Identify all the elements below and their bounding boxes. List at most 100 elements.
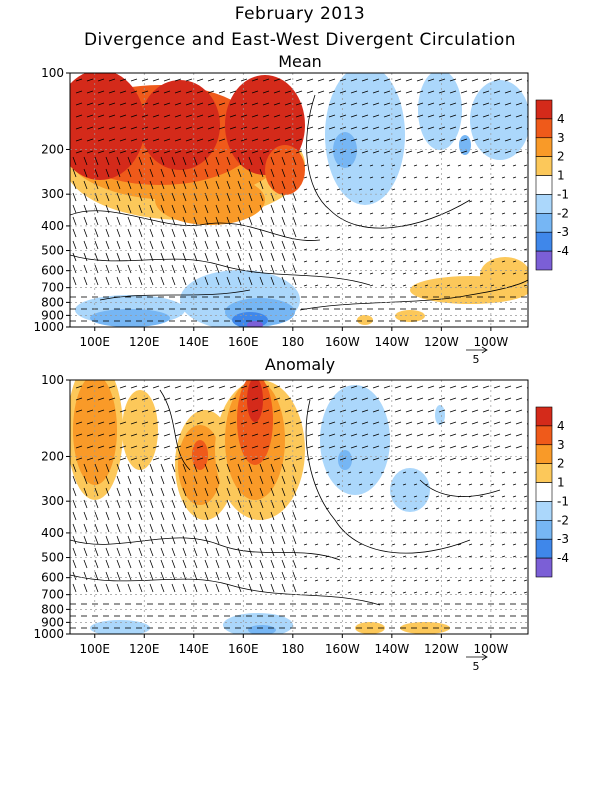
anomaly-vector-arrow bbox=[75, 433, 83, 437]
mean-vector-arrow bbox=[306, 78, 314, 82]
mean-vector-arrow bbox=[174, 114, 182, 118]
mean-vector-arrow bbox=[449, 102, 457, 106]
mean-vector-arrow bbox=[336, 224, 341, 227]
anomaly-vector-arrow bbox=[218, 385, 226, 389]
anomaly-vector-arrow bbox=[413, 531, 418, 534]
anomaly-vector-arrow bbox=[306, 385, 314, 389]
anomaly-vector-arrow bbox=[306, 421, 314, 425]
anomaly-vector-arrow bbox=[380, 555, 385, 558]
mean-vector-arrow bbox=[449, 126, 457, 130]
anomaly-vector-arrow bbox=[207, 397, 215, 401]
mean-vector-arrow bbox=[237, 228, 242, 238]
mean-vector-arrow bbox=[127, 228, 132, 238]
mean-shade-region bbox=[265, 145, 305, 195]
anomaly-vector-arrow bbox=[72, 511, 77, 521]
mean-vector-arrow bbox=[174, 150, 182, 154]
mean-vector-arrow bbox=[215, 228, 220, 238]
mean-vector-arrow bbox=[160, 204, 165, 214]
mean-vector-arrow bbox=[523, 248, 528, 251]
mean-vector-arrow bbox=[438, 138, 446, 142]
anomaly-vector-arrow bbox=[237, 571, 242, 581]
mean-vector-arrow bbox=[303, 224, 308, 227]
mean-vector-arrow bbox=[218, 150, 226, 154]
anomaly-vector-arrow bbox=[116, 571, 121, 581]
mean-vector-arrow bbox=[339, 78, 347, 82]
mean-vector-arrow bbox=[515, 114, 523, 118]
anomaly-vector-arrow bbox=[490, 471, 495, 474]
anomaly-vector-arrow bbox=[171, 571, 176, 581]
anomaly-vector-arrow bbox=[259, 487, 264, 497]
anomaly-vector-arrow bbox=[479, 471, 484, 474]
anomaly-vector-arrow bbox=[75, 385, 83, 389]
anomaly-vector-arrow bbox=[457, 495, 462, 498]
mean-vector-arrow bbox=[72, 168, 77, 178]
anomaly-colorbar-swatch bbox=[535, 520, 553, 540]
anomaly-vector-arrow bbox=[361, 457, 369, 461]
anomaly-x-tick-label: 180 bbox=[281, 642, 304, 656]
anomaly-vector-arrow bbox=[350, 457, 358, 461]
anomaly-vector-arrow bbox=[347, 567, 352, 570]
anomaly-vector-arrow bbox=[248, 547, 253, 557]
mean-vector-arrow bbox=[438, 150, 446, 154]
anomaly-vector-arrow bbox=[314, 591, 319, 594]
anomaly-vector-arrow bbox=[237, 499, 242, 509]
mean-vector-arrow bbox=[174, 90, 182, 94]
mean-vector-arrow bbox=[171, 252, 176, 262]
anomaly-vector-arrow bbox=[512, 555, 517, 558]
anomaly-vector-arrow bbox=[380, 519, 385, 522]
anomaly-vector-arrow bbox=[270, 559, 275, 569]
mean-shade-region bbox=[155, 175, 265, 225]
mean-vector-arrow bbox=[372, 78, 380, 82]
anomaly-vector-arrow bbox=[259, 511, 264, 521]
anomaly-vector-arrow bbox=[457, 591, 462, 594]
anomaly-vector-arrow bbox=[325, 519, 330, 522]
anomaly-vector-arrow bbox=[251, 433, 259, 437]
mean-vector-arrow bbox=[501, 200, 506, 203]
anomaly-vector-arrow bbox=[292, 475, 297, 485]
anomaly-vector-arrow bbox=[160, 475, 165, 485]
mean-vector-arrow bbox=[160, 180, 165, 190]
mean-vector-arrow bbox=[512, 176, 517, 179]
mean-vector-arrow bbox=[336, 272, 341, 275]
mean-vector-arrow bbox=[391, 260, 396, 263]
anomaly-colorbar-label: -1 bbox=[557, 494, 569, 508]
mean-vector-arrow bbox=[427, 138, 435, 142]
mean-vector-arrow bbox=[72, 240, 77, 250]
anomaly-vector-arrow bbox=[427, 433, 435, 437]
mean-vector-arrow bbox=[141, 138, 149, 142]
mean-vector-arrow bbox=[449, 114, 457, 118]
anomaly-vector-arrow bbox=[149, 535, 154, 545]
anomaly-vector-arrow bbox=[270, 571, 275, 581]
mean-vector-arrow bbox=[383, 114, 391, 118]
mean-vector-arrow bbox=[515, 90, 523, 94]
mean-vector-arrow bbox=[108, 126, 116, 130]
mean-vector-arrow bbox=[204, 156, 209, 166]
anomaly-vector-arrow bbox=[108, 421, 116, 425]
anomaly-vector-arrow bbox=[424, 483, 429, 486]
anomaly-vector-arrow bbox=[347, 579, 352, 582]
mean-vector-arrow bbox=[193, 276, 198, 286]
anomaly-vector-arrow bbox=[270, 487, 275, 497]
anomaly-reference-vector-head bbox=[481, 653, 488, 661]
mean-colorbar-label: 1 bbox=[557, 169, 565, 183]
mean-vector-arrow bbox=[336, 212, 341, 215]
mean-vector-arrow bbox=[149, 168, 154, 178]
mean-vector-arrow bbox=[292, 216, 297, 226]
anomaly-colorbar-swatch bbox=[535, 406, 553, 427]
anomaly-vector-arrow bbox=[314, 495, 319, 498]
mean-vector-arrow bbox=[204, 228, 209, 238]
anomaly-vector-arrow bbox=[438, 409, 446, 413]
mean-vector-arrow bbox=[262, 78, 270, 82]
anomaly-vector-arrow bbox=[460, 421, 468, 425]
mean-vector-arrow bbox=[284, 102, 292, 106]
anomaly-vector-arrow bbox=[369, 471, 374, 474]
mean-vector-arrow bbox=[501, 164, 506, 167]
mean-vector-arrow bbox=[317, 126, 325, 130]
mean-vector-arrow bbox=[207, 138, 215, 142]
mean-vector-arrow bbox=[171, 264, 176, 274]
anomaly-vector-arrow bbox=[482, 409, 490, 413]
anomaly-vector-arrow bbox=[468, 471, 473, 474]
anomaly-vector-arrow bbox=[372, 409, 380, 413]
mean-vector-arrow bbox=[339, 102, 347, 106]
anomaly-vector-arrow bbox=[350, 445, 358, 449]
